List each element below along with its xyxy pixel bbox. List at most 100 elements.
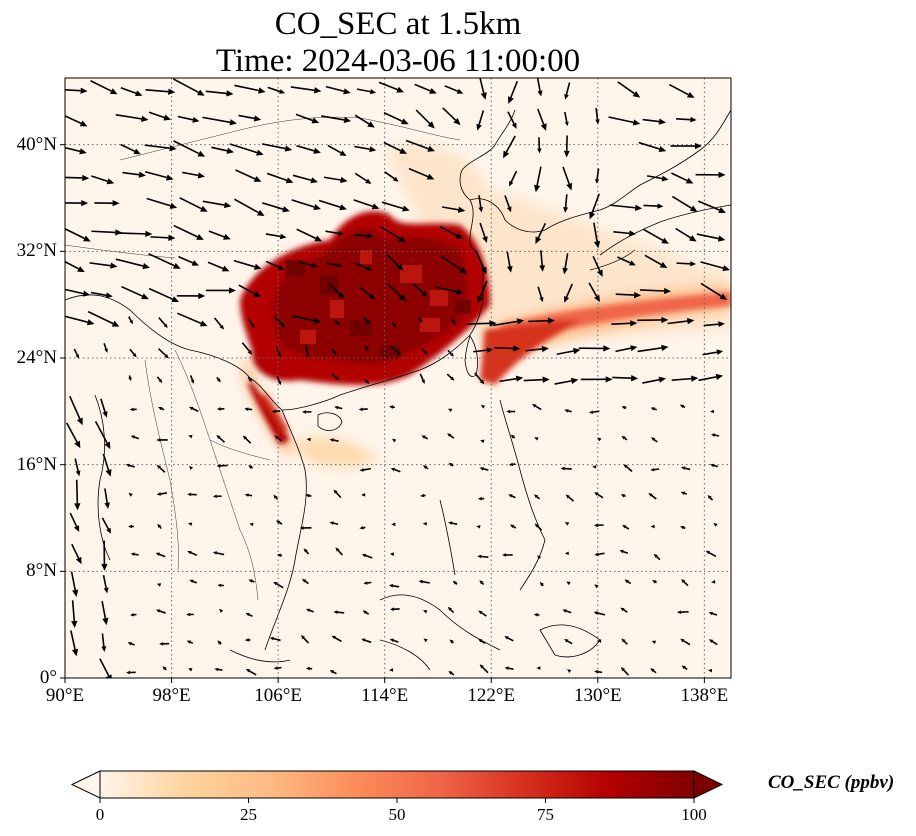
- lat-tick-label: 16°N: [16, 453, 57, 475]
- wind-arrow: [466, 320, 497, 327]
- wind-arrow: [539, 581, 544, 587]
- wind-arrow: [65, 422, 81, 449]
- wind-arrow: [705, 550, 717, 558]
- wind-arrow: [446, 373, 455, 381]
- wind-arrow: [187, 550, 198, 557]
- wind-arrow: [249, 522, 254, 527]
- wind-arrow: [507, 111, 517, 129]
- wind-arrow: [638, 141, 667, 153]
- wind-arrow: [652, 580, 657, 584]
- wind-arrow: [65, 199, 89, 207]
- wind-arrow: [620, 494, 626, 498]
- wind-arrow: [74, 458, 81, 477]
- wind-arrow: [671, 195, 698, 212]
- wind-arrow: [361, 553, 373, 559]
- wind-arrow: [158, 317, 168, 328]
- wind-arrow: [202, 200, 232, 209]
- wind-arrow: [708, 611, 718, 616]
- wind-arrow: [292, 174, 318, 184]
- wind-arrow: [479, 467, 489, 471]
- wind-arrow: [595, 107, 600, 125]
- wind-arrow: [389, 668, 394, 672]
- wind-arrow: [326, 262, 343, 268]
- wind-arrow: [479, 664, 489, 674]
- wind-arrow: [325, 85, 351, 95]
- wind-arrow: [73, 348, 79, 359]
- wind-arrow: [564, 522, 570, 526]
- wind-arrow: [216, 434, 226, 443]
- lon-tick-label: 90°E: [45, 685, 85, 706]
- wind-arrow: [65, 226, 91, 242]
- wind-arrow: [217, 640, 222, 645]
- wind-arrow: [643, 203, 664, 209]
- wind-arrow: [389, 638, 399, 643]
- wind-arrow: [65, 174, 90, 182]
- wind-arrow: [238, 284, 261, 298]
- wind-arrow: [248, 579, 255, 583]
- wind-arrow: [329, 670, 337, 675]
- wind-arrow: [115, 114, 149, 122]
- wind-arrow: [537, 108, 547, 131]
- wind-arrow: [155, 552, 166, 558]
- wind-arrow: [125, 463, 135, 468]
- colorbar-tick-label: 50: [388, 805, 406, 824]
- wind-arrow: [353, 233, 374, 239]
- wind-arrow: [90, 80, 118, 95]
- wind-arrow: [707, 668, 713, 673]
- wind-arrow: [418, 579, 430, 584]
- wind-arrow: [619, 549, 629, 554]
- wind-arrow: [592, 255, 603, 277]
- wind-arrow: [608, 116, 641, 126]
- wind-arrow: [354, 172, 372, 184]
- wind-arrow: [615, 345, 638, 353]
- wind-arrow: [213, 317, 225, 330]
- wind-arrow: [89, 262, 118, 269]
- lat-tick-label: 32°N: [16, 240, 57, 262]
- wind-arrow: [676, 261, 697, 267]
- wind-arrow: [157, 523, 162, 530]
- wind-arrow: [244, 407, 253, 411]
- wind-arrow: [359, 467, 371, 472]
- wind-arrow: [296, 228, 323, 242]
- wind-arrow: [506, 251, 513, 273]
- wind-arrow: [331, 373, 340, 381]
- wind-arrow: [358, 407, 368, 412]
- wind-arrow: [651, 640, 657, 645]
- wind-arrow: [65, 286, 91, 297]
- wind-arrow: [104, 488, 110, 510]
- wind-arrow: [65, 145, 87, 155]
- wind-arrow: [533, 612, 540, 617]
- wind-arrow: [298, 261, 318, 268]
- wind-arrow: [680, 466, 691, 471]
- wind-arrow: [594, 552, 605, 557]
- wind-arrow: [69, 395, 83, 426]
- wind-arrow: [248, 465, 253, 469]
- wind-arrow: [448, 462, 454, 467]
- colorbar-tick-label: 75: [537, 805, 554, 824]
- lon-tick-label: 98°E: [152, 685, 191, 706]
- colorbar-tick-label: 100: [681, 805, 707, 824]
- co-plume: [240, 144, 731, 467]
- wind-arrow: [354, 145, 377, 153]
- wind-arrow: [449, 639, 454, 644]
- wind-arrow: [477, 554, 489, 559]
- wind-arrow: [245, 668, 257, 676]
- wind-arrow: [94, 421, 111, 450]
- wind-arrow: [150, 234, 176, 241]
- wind-arrow: [392, 438, 397, 443]
- wind-arrow: [621, 435, 628, 441]
- wind-arrow: [650, 524, 655, 529]
- wind-arrow: [188, 434, 193, 439]
- wind-arrow: [615, 291, 642, 299]
- wind-arrow: [274, 316, 286, 328]
- wind-arrow: [539, 250, 546, 272]
- wind-arrow: [130, 552, 139, 556]
- map-frame: [64, 77, 732, 679]
- wind-arrow: [502, 553, 513, 557]
- wind-arrow: [642, 118, 667, 125]
- wind-arrow: [176, 292, 206, 300]
- wind-arrow: [476, 525, 481, 529]
- wind-arrow: [178, 255, 199, 266]
- wind-arrow: [381, 201, 410, 212]
- wind-arrow: [333, 318, 341, 326]
